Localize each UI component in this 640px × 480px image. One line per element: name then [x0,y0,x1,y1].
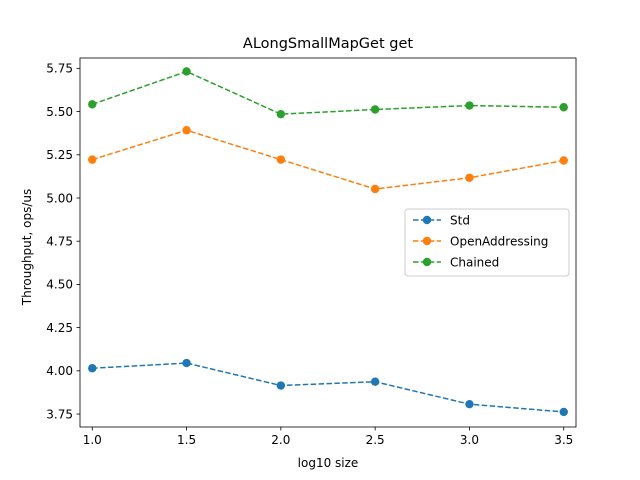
y-tick-label: 4.25 [46,321,73,335]
data-point-chained [559,103,568,112]
series-line-chained [92,70,564,115]
plot-area [79,57,577,428]
series-std [88,358,568,417]
data-point-openaddressing [465,173,474,182]
legend-label: Std [450,213,470,227]
y-tick-label: 3.75 [46,407,73,421]
data-point-chained [182,67,191,76]
y-tick-label: 5.75 [46,62,73,76]
data-point-openaddressing [88,155,97,164]
y-tick-label: 5.00 [46,191,73,205]
y-tick-label: 5.50 [46,105,73,119]
legend-swatch-marker [422,215,432,225]
x-tick-label: 2.0 [271,433,290,447]
legend-swatch-marker [422,236,432,246]
x-tick-label: 3.0 [460,433,479,447]
data-point-std [182,358,191,368]
y-tick-label: 5.25 [46,148,73,162]
chart-title: ALongSmallMapGet get [243,36,413,52]
x-tick-label: 1.5 [177,433,196,447]
data-point-openaddressing [182,126,191,135]
x-tick-label: 1.0 [83,433,102,447]
y-tick-label: 4.50 [46,278,73,292]
x-tick-label: 2.5 [366,433,385,447]
legend-item-std: Std [413,213,470,227]
legend-item-chained: Chained [413,255,499,269]
data-point-std [370,377,380,386]
legend-label: Chained [450,255,499,269]
series-line-openaddressing [92,129,564,190]
data-point-std [559,407,568,417]
data-point-std [276,381,286,390]
y-axis-label: Throughput, ops/us [20,189,34,306]
legend-box [404,208,570,277]
legend-label: OpenAddressing [450,234,548,248]
legend-item-openaddressing: OpenAddressing [413,234,548,248]
x-axis-label: log10 size [298,456,359,470]
plot-frame [79,57,577,428]
x-axis: 1.0 1.5 2.0 2.5 3.0 3.5 [83,427,573,447]
series-chained [88,67,568,119]
data-point-chained [370,105,380,114]
series-layer [88,67,568,417]
data-point-openaddressing [370,184,380,194]
data-point-openaddressing [559,156,568,165]
series-line-std [92,362,564,413]
data-point-openaddressing [276,155,286,164]
x-tick-label: 3.5 [554,433,573,447]
data-point-chained [276,109,286,119]
y-tick-label: 4.00 [46,364,73,378]
data-point-std [88,364,97,373]
legend-swatch-marker [422,257,432,267]
data-point-std [465,399,474,409]
series-openaddressing [88,126,568,194]
data-point-chained [88,100,97,109]
data-point-chained [465,101,474,110]
y-axis: 3.75 4.00 4.25 4.50 4.75 5.00 5.25 5.50 5.75 [46,62,80,421]
y-tick-label: 4.75 [46,235,73,249]
legend: Std OpenAddressing Chained [404,208,570,277]
